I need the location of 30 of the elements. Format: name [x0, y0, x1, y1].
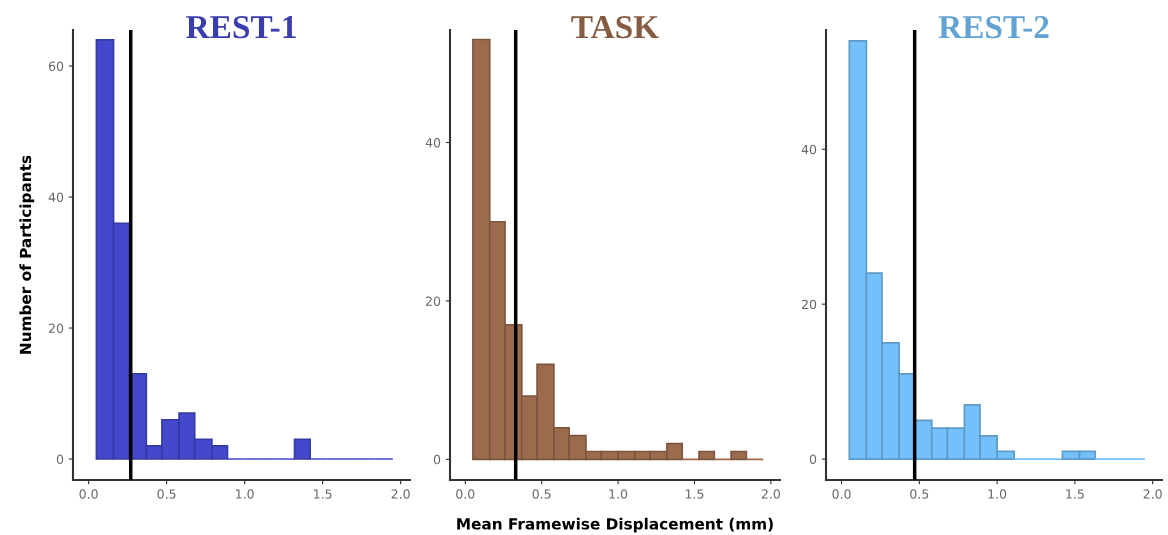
- x-axis-title: Mean Framewise Displacement (mm): [457, 517, 773, 533]
- x-tick-label: 2.0: [391, 489, 410, 499]
- x-tick-label: 0.5: [157, 489, 176, 499]
- x-tick-label: 1.5: [685, 489, 704, 499]
- y-tick-label: 40: [801, 144, 817, 155]
- chart-title: TASK: [571, 15, 659, 39]
- x-tick-label: 1.0: [988, 489, 1007, 499]
- y-tick-label: 20: [801, 299, 817, 310]
- chart-title: REST-2: [938, 15, 1049, 39]
- x-tick-label: 0.0: [456, 489, 475, 499]
- x-tick-label: 1.5: [1066, 489, 1084, 499]
- x-tick-label: 1.0: [236, 489, 254, 499]
- x-tick-label: 2.0: [761, 489, 780, 499]
- x-tick-label: 0.0: [79, 489, 98, 499]
- y-tick-label: 40: [48, 192, 64, 202]
- x-tick-label: 1.5: [314, 489, 332, 499]
- x-tick-label: 0.5: [532, 489, 551, 499]
- y-tick-label: 20: [425, 296, 441, 306]
- y-axis-title: Number of Participants: [19, 155, 35, 354]
- x-tick-label: 1.0: [609, 489, 628, 499]
- y-tick-label: 0: [809, 454, 817, 465]
- y-tick-label: 20: [48, 323, 64, 333]
- y-tick-label: 40: [425, 137, 441, 148]
- x-tick-label: 0.5: [910, 489, 929, 499]
- y-tick-label: 0: [433, 454, 441, 465]
- x-tick-label: 0.0: [832, 489, 851, 499]
- y-tick-label: 60: [48, 61, 64, 71]
- y-tick-label: 0: [56, 454, 64, 464]
- x-tick-label: 2.0: [1143, 489, 1162, 499]
- chart-title: REST-1: [186, 15, 296, 39]
